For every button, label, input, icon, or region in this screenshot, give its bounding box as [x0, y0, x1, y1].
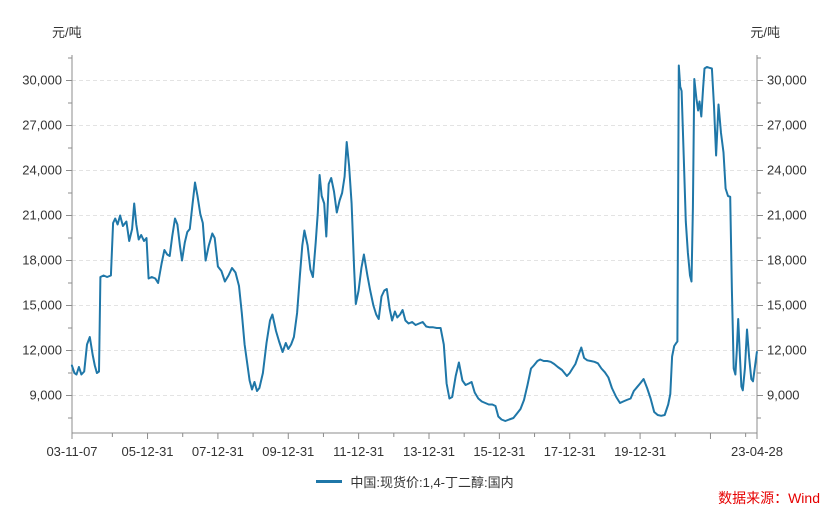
y-tick-label-right: 21,000 — [767, 208, 807, 223]
data-source-label: 数据来源：Wind — [718, 490, 820, 506]
x-tick-label: 19-12-31 — [614, 444, 666, 459]
y-tick-label-right: 9,000 — [767, 388, 800, 403]
y-tick-label-left: 27,000 — [22, 118, 62, 133]
y-tick-label-right: 12,000 — [767, 343, 807, 358]
y-tick-label-right: 15,000 — [767, 298, 807, 313]
x-tick-label: 15-12-31 — [473, 444, 525, 459]
y-tick-label-left: 15,000 — [22, 298, 62, 313]
y-tick-label-left: 21,000 — [22, 208, 62, 223]
y-tick-label-left: 12,000 — [22, 343, 62, 358]
y-tick-label-left: 9,000 — [29, 388, 62, 403]
x-tick-label: 13-12-31 — [403, 444, 455, 459]
legend-label: 中国:现货价:1,4-丁二醇:国内 — [350, 475, 514, 490]
y-tick-label-right: 27,000 — [767, 118, 807, 133]
y-axis-unit-right: 元/吨 — [750, 25, 780, 40]
x-tick-label: 23-04-28 — [731, 444, 783, 459]
x-tick-label: 07-12-31 — [192, 444, 244, 459]
x-tick-label: 17-12-31 — [544, 444, 596, 459]
x-tick-label: 03-11-07 — [46, 444, 97, 459]
price-line — [70, 64, 758, 422]
legend-line-swatch — [316, 480, 343, 483]
y-tick-label-right: 24,000 — [767, 163, 807, 178]
legend: 中国:现货价:1,4-丁二醇:国内 — [0, 472, 830, 491]
y-tick-label-right: 18,000 — [767, 253, 807, 268]
y-tick-label-left: 18,000 — [22, 253, 62, 268]
y-axis-unit-left: 元/吨 — [52, 25, 82, 40]
y-tick-label-right: 30,000 — [767, 73, 807, 88]
x-tick-label: 05-12-31 — [122, 444, 174, 459]
x-tick-label: 09-12-31 — [262, 444, 314, 459]
y-tick-label-left: 30,000 — [22, 73, 62, 88]
y-tick-label-left: 24,000 — [22, 163, 62, 178]
x-tick-label: 11-12-31 — [333, 444, 384, 459]
